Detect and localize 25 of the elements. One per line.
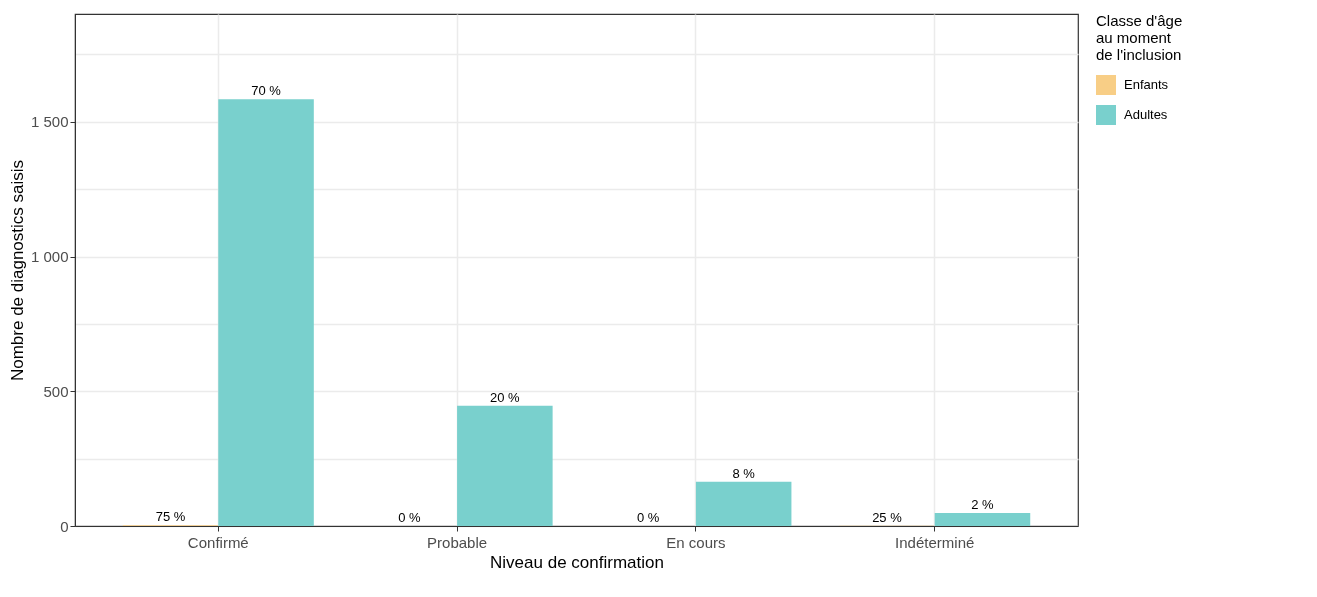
y-tick-label: 500 [43,382,69,400]
x-tick-label: Indéterminé [895,533,975,551]
bar [457,405,553,526]
annotation: 75 % [155,509,186,525]
y-tick-label: 1 000 [30,248,69,266]
bar [934,513,1031,526]
annotation: 25 % [872,509,903,525]
legend-title: Classe d'âge au moment de l'inclusion [1096,12,1183,63]
legend-label: Adultes [1124,107,1168,122]
y-axis-title: Nombre de diagnostics saisis [7,159,27,382]
annotation: 70 % [251,83,282,99]
bar [695,481,792,526]
bar [218,99,314,526]
x-tick-label: Confirmé [187,533,249,551]
annotation: 0 % [636,510,660,525]
y-tick-label: 0 [60,517,69,535]
annotation: 0 % [398,510,421,525]
x-axis-title: Niveau de confirmation [490,552,664,572]
y-tick-label: 1 500 [30,113,69,131]
x-tick-label: Probable [427,533,488,551]
x-tick-label: En cours [666,533,726,551]
annotation: 2 % [971,497,995,513]
annotation: 8 % [732,465,756,481]
annotation: 20 % [490,389,521,405]
legend-label: Enfants [1124,77,1169,92]
